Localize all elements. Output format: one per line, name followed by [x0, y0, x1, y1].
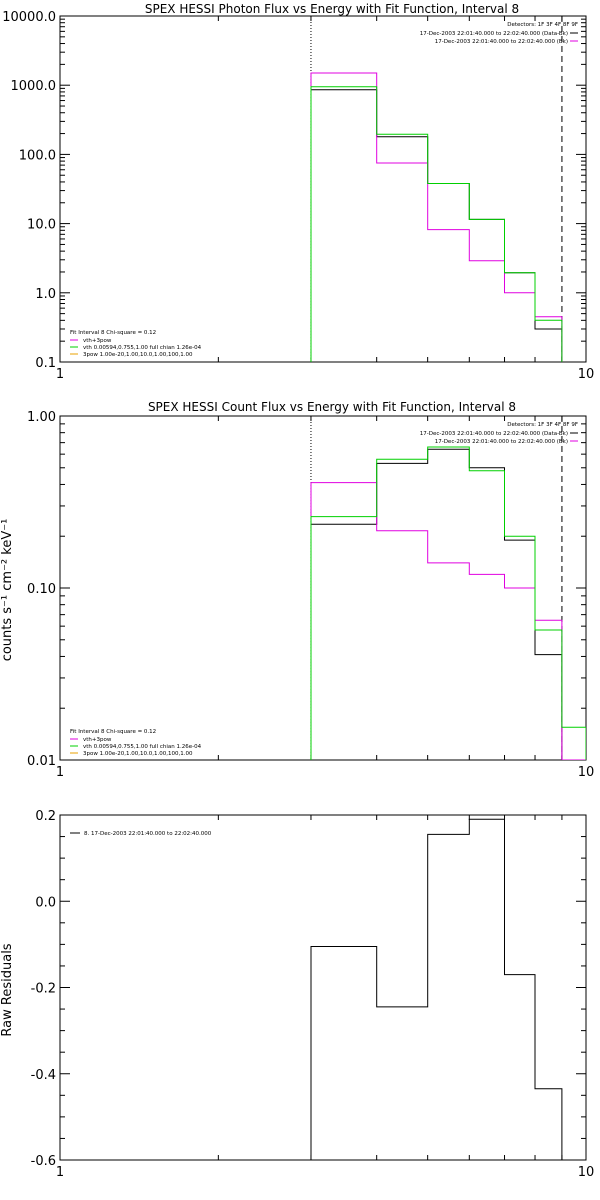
residuals-black-step-line	[310, 818, 563, 1160]
count-detectors-label: Detectors: 1F 3F 4F 8F 9F	[507, 422, 578, 428]
photon-fit-legend-entry: vth 0.00594,0.755,1.00 full chian 1.26e-…	[83, 345, 202, 351]
count-fit-legend-entry: vth 0.00594,0.755,1.00 full chian 1.26e-…	[83, 744, 202, 750]
residuals-y-tick-label: -0.6	[31, 1154, 56, 1169]
photon-info-legend-entry: 17-Dec-2003 22:01:40.000 to 22:02:40.000…	[435, 39, 568, 45]
photon-fit-legend-entry: 3pow 1.00e-20,1.00,10.0,1.00,100,1.00	[83, 352, 193, 358]
count-x-tick-label: 1	[56, 765, 64, 780]
photon-fit-legend-entry: vth+3pow	[83, 338, 112, 344]
count-y-tick-label: 1.00	[27, 410, 56, 425]
photon-green-step-line	[310, 86, 563, 362]
count-green-step-line	[310, 446, 586, 760]
residuals-ylabel: Raw Residuals	[0, 943, 15, 1036]
count-y-tick-label: 0.01	[27, 754, 56, 769]
count-y-tick-label: 0.10	[27, 582, 56, 597]
count-info-legend-entry: 17-Dec-2003 22:01:40.000 to 22:02:40.000…	[420, 431, 568, 437]
residuals-y-tick-label: 0.0	[35, 895, 56, 910]
residuals-x-tick-label: 10	[578, 1165, 595, 1180]
count-flux-panel: SPEX HESSI Count Flux vs Energy with Fit…	[0, 400, 594, 780]
photon-flux-panel: SPEX HESSI Photon Flux vs Energy with Fi…	[2, 2, 594, 382]
photon-y-tick-label: 0.1	[35, 356, 56, 371]
residuals-panel: Raw Residuals 8. 17-Dec-2003 22:01:40.00…	[0, 809, 594, 1180]
residuals-y-tick-label: 0.2	[35, 809, 56, 824]
photon-plot-frame	[59, 15, 587, 363]
photon-fit-legend-header: Fit Interval 8 Chi-square = 0.12	[70, 330, 156, 336]
residuals-y-tick-label: -0.2	[31, 982, 56, 997]
photon-y-tick-label: 1.0	[35, 287, 56, 302]
photon-x-tick-label: 10	[578, 367, 595, 382]
residuals-x-tick-label: 1	[56, 1165, 64, 1180]
photon-y-tick-label: 100.0	[19, 148, 56, 163]
residuals-legend-entry: 8. 17-Dec-2003 22:01:40.000 to 22:02:40.…	[84, 831, 212, 837]
photon-y-tick-label: 10000.0	[2, 10, 56, 25]
count-info-legend-entry: 17-Dec-2003 22:01:40.000 to 22:02:40.000…	[435, 439, 568, 445]
photon-detectors-label: Detectors: 1F 3F 4F 8F 9F	[507, 22, 578, 28]
photon-y-tick-label: 10.0	[27, 218, 56, 233]
count-x-tick-label: 10	[578, 765, 595, 780]
count-fit-legend-header: Fit Interval 8 Chi-square = 0.12	[70, 729, 156, 735]
photon-flux-title: SPEX HESSI Photon Flux vs Energy with Fi…	[145, 2, 519, 16]
count-flux-ylabel: counts s⁻¹ cm⁻² keV⁻¹	[0, 519, 15, 662]
count-flux-title: SPEX HESSI Count Flux vs Energy with Fit…	[148, 400, 516, 414]
count-fit-legend-entry: 3pow 1.00e-20,1.00,10.0,1.00,100,1.00	[83, 751, 193, 757]
photon-y-tick-label: 1000.0	[11, 79, 57, 94]
photon-info-legend-entry: 17-Dec-2003 22:01:40.000 to 22:02:40.000…	[420, 31, 568, 37]
count-fit-legend-entry: vth+3pow	[83, 737, 112, 743]
residuals-y-tick-label: -0.4	[31, 1068, 56, 1083]
photon-x-tick-label: 1	[56, 367, 64, 382]
